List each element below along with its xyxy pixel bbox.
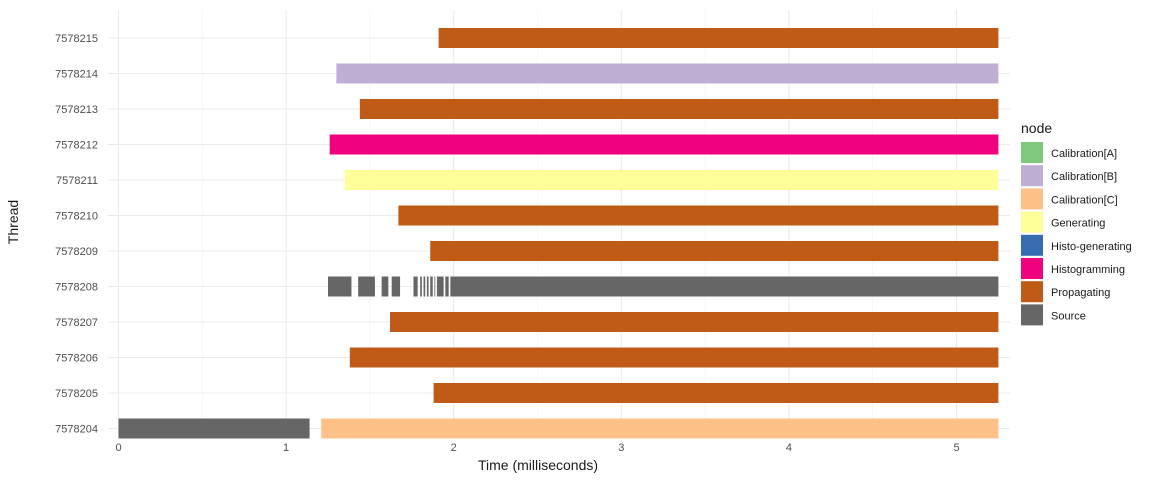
gantt-bar: [450, 276, 999, 297]
legend-title: node: [1021, 120, 1052, 136]
x-tick-label: 5: [953, 442, 959, 454]
x-axis-tick-labels: 0 1 2 3 4 5: [115, 442, 959, 454]
x-tick-label: 1: [283, 442, 289, 454]
gantt-bar: [349, 347, 999, 368]
gantt-bar: [329, 134, 999, 155]
y-axis-title: Thread: [5, 200, 21, 244]
bar-segments: [118, 28, 999, 439]
y-tick-label: 7578213: [55, 104, 98, 116]
y-tick-label: 7578207: [55, 317, 98, 329]
x-tick-label: 2: [451, 442, 457, 454]
gantt-bar: [336, 63, 999, 84]
y-axis-tick-labels: 7578204 7578205 7578206 7578207 7578208 75782…: [55, 33, 98, 436]
legend-swatch: [1021, 234, 1043, 256]
legend-label: Calibration[C]: [1051, 194, 1118, 206]
gantt-bar: [390, 312, 999, 332]
y-tick-label: 7578214: [55, 69, 98, 81]
legend-swatch: [1021, 258, 1043, 279]
x-axis-title: Time (milliseconds): [478, 457, 598, 473]
y-tick-label: 7578205: [55, 388, 98, 400]
legend-swatch: [1021, 165, 1043, 187]
legend: node Calibration[A] Calibration[B] Calibra…: [1021, 120, 1132, 326]
legend-label: Histo-generating: [1051, 241, 1132, 253]
y-tick-label: 7578211: [56, 175, 98, 187]
gantt-bar: [344, 170, 999, 190]
x-tick-label: 4: [786, 442, 792, 454]
gantt-bar: [413, 276, 418, 297]
y-tick-label: 7578212: [55, 140, 98, 152]
gantt-bar: [430, 276, 433, 297]
legend-swatch: [1021, 281, 1043, 303]
legend-label: Calibration[A]: [1051, 148, 1117, 160]
legend-swatch: [1021, 304, 1043, 326]
legend-swatch: [1021, 211, 1043, 233]
x-tick-label: 0: [115, 442, 121, 454]
legend-label: Source: [1051, 310, 1086, 322]
legend-swatch: [1021, 188, 1043, 210]
legend-label: Generating: [1051, 218, 1105, 230]
gantt-bar: [430, 241, 999, 261]
gantt-bar: [391, 276, 401, 297]
y-tick-label: 7578215: [55, 33, 98, 45]
legend-swatch: [1021, 142, 1043, 163]
gantt-bar: [438, 28, 999, 48]
gantt-bar: [426, 276, 429, 297]
gantt-bar: [398, 205, 999, 226]
legend-label: Histogramming: [1051, 264, 1125, 276]
gantt-bar: [436, 276, 444, 297]
gantt-bar: [420, 276, 422, 297]
gantt-bar: [321, 418, 999, 439]
gantt-bar: [434, 276, 436, 297]
gantt-bar: [359, 99, 999, 119]
y-tick-label: 7578210: [55, 211, 98, 223]
gantt-bar: [118, 418, 310, 439]
y-tick-label: 7578209: [55, 246, 98, 258]
gantt-bar: [328, 276, 352, 297]
gantt-bar: [445, 276, 449, 297]
gantt-bar: [423, 276, 426, 297]
gantt-bar: [381, 276, 389, 297]
y-tick-label: 7578208: [55, 282, 98, 294]
y-tick-label: 7578206: [55, 353, 98, 365]
gantt-bar: [433, 383, 999, 403]
gantt-bar: [358, 276, 375, 297]
legend-label: Calibration[B]: [1051, 171, 1117, 183]
legend-label: Propagating: [1051, 287, 1110, 299]
y-tick-label: 7578204: [55, 424, 98, 436]
x-tick-label: 3: [618, 442, 624, 454]
